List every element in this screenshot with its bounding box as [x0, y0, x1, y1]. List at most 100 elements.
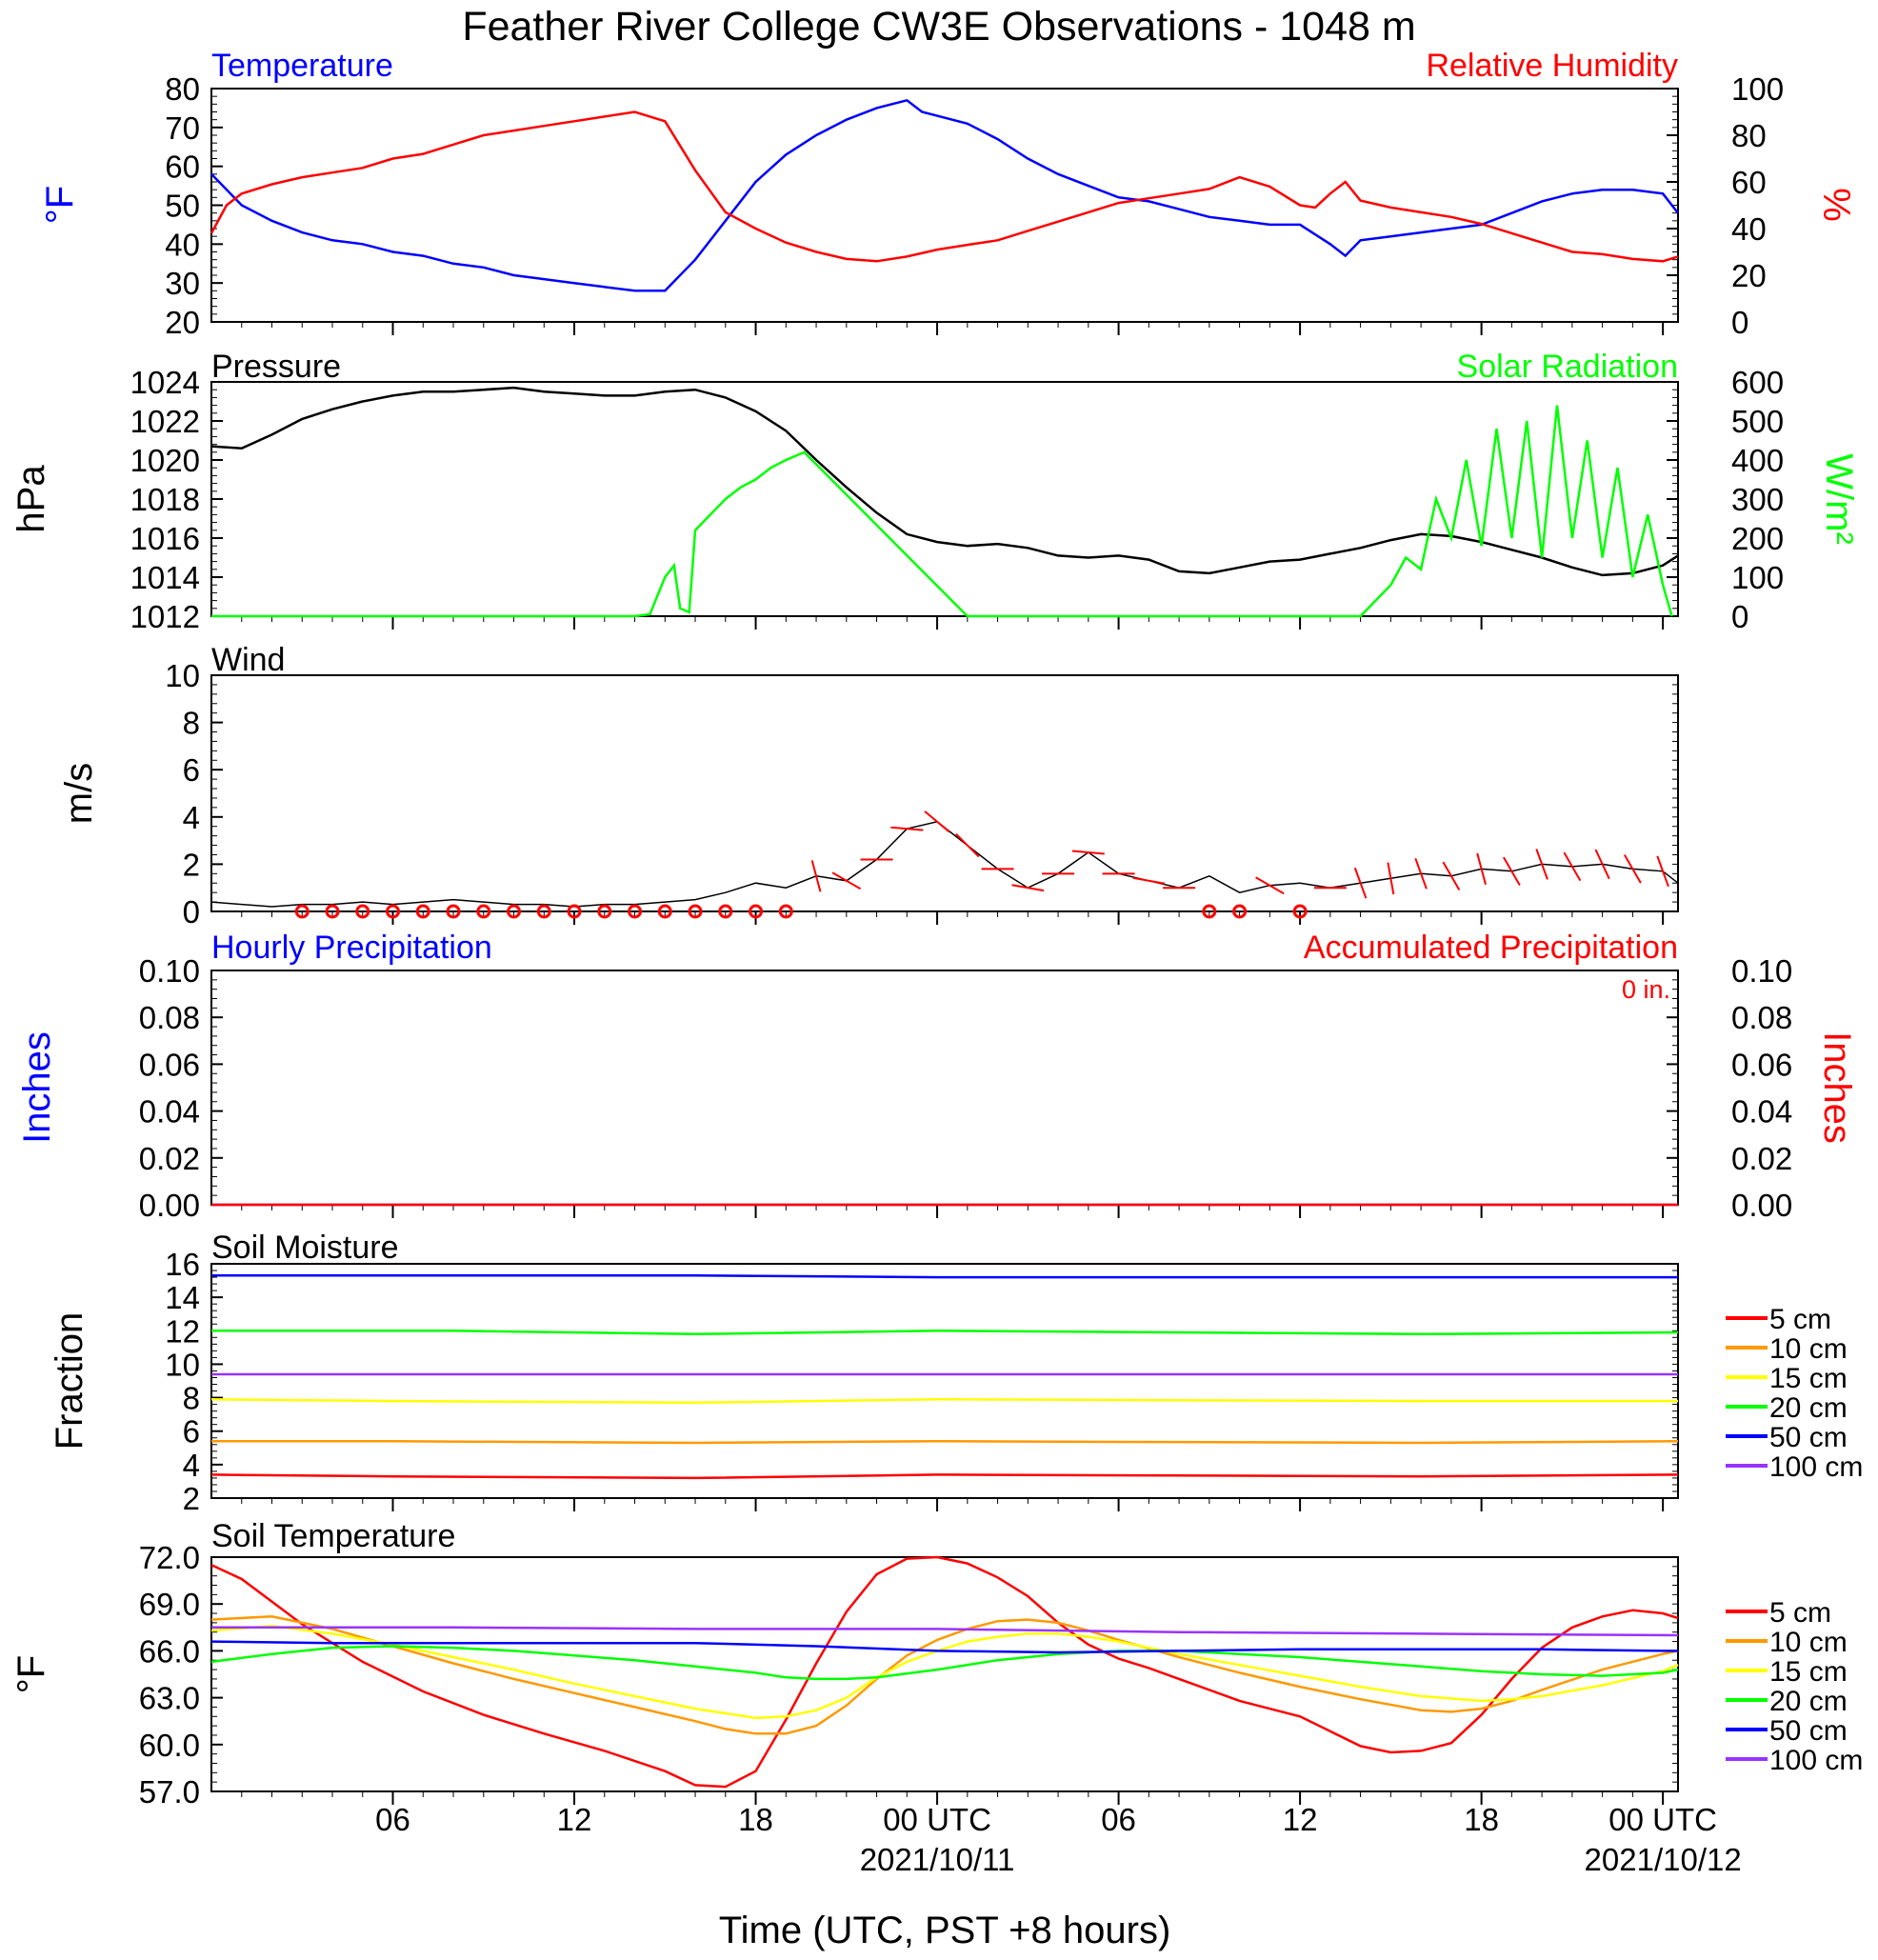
wind-barb-calm	[507, 904, 522, 919]
legend-label: 10 cm	[1769, 1333, 1848, 1365]
panel-temp-rh: Temperature Relative Humidity °F % 20 30 4…	[39, 48, 1857, 340]
temp_rh-right-tick-label: 40	[1731, 211, 1767, 247]
wind-left-tick-label: 0	[183, 894, 200, 930]
wind-barb-calm	[718, 904, 733, 919]
wind-barb	[1594, 849, 1610, 880]
precip-left-axis-label: Inches	[16, 1031, 58, 1144]
wind-barb	[1414, 858, 1428, 890]
wind-barb-calm	[415, 904, 430, 919]
solar-axis-label: W/m²	[1818, 453, 1860, 545]
soil_temp-left-tick-label: 63.0	[139, 1681, 200, 1716]
wind-barb-calm	[446, 904, 461, 919]
temp_rh-right-tick-label: 0	[1731, 305, 1748, 340]
panel-soil-moisture-frame	[210, 1263, 1679, 1499]
legend-label: 50 cm	[1769, 1422, 1848, 1453]
wind-title: Wind	[211, 642, 285, 678]
temp_rh-left-tick-label: 20	[165, 305, 200, 340]
wind-barb-calm	[1292, 904, 1308, 919]
wind-barb-calm	[628, 904, 643, 919]
legend-label: 15 cm	[1769, 1656, 1848, 1688]
precip-right-tick-label: 0.00	[1731, 1188, 1792, 1223]
soil-moisture-title: Soil Moisture	[211, 1230, 399, 1266]
wind-barb-calm	[1232, 904, 1248, 919]
series-solar-radiation	[211, 405, 1673, 618]
wind-barb	[1387, 862, 1395, 895]
wind-barb	[1353, 867, 1368, 899]
legend-label: 5 cm	[1769, 1597, 1831, 1629]
temp_rh-left-tick-label: 80	[165, 71, 200, 107]
wind-barb	[1502, 856, 1521, 887]
panel-precip-frame	[210, 970, 1679, 1206]
time-tick-label: 00 UTC	[1608, 1802, 1717, 1837]
panel-pressure-solar: Pressure Solar Radiation hPa W/m² 1012 10…	[10, 349, 1860, 634]
series-5-cm	[210, 1555, 1679, 1789]
wind-left-tick-label: 2	[183, 847, 200, 882]
soil_temp-left-tick-label: 60.0	[139, 1728, 200, 1763]
legend-label: 10 cm	[1769, 1627, 1848, 1658]
pressure-right-tick-label: 300	[1731, 482, 1784, 517]
soil_moisture-left-tick-label: 2	[183, 1481, 200, 1516]
wind-barb	[1442, 861, 1461, 891]
wind-barb	[1656, 855, 1669, 888]
legend-label: 5 cm	[1769, 1304, 1831, 1335]
series-relative-humidity	[210, 110, 1679, 263]
series-10-cm	[211, 1440, 1679, 1445]
pressure-left-tick-label: 1020	[130, 443, 200, 478]
series-temperature	[210, 98, 1679, 292]
time-tick-label: 18	[1464, 1802, 1499, 1837]
precip-left-tick-label: 0.06	[139, 1047, 200, 1082]
temp_rh-left-tick-label: 70	[165, 110, 200, 146]
temp_rh-right-tick-label: 20	[1731, 258, 1767, 293]
time-tick-date: 2021/10/12	[1585, 1842, 1742, 1877]
precip-left-tick-label: 0.04	[139, 1094, 200, 1130]
wind-barb-calm	[355, 904, 370, 919]
temp_rh-right-tick-label: 60	[1731, 165, 1767, 200]
wind-barb	[1535, 849, 1548, 880]
wind-left-tick-label: 6	[183, 752, 200, 788]
panel-wind-frame	[210, 674, 1679, 912]
series-50-cm	[210, 1640, 1678, 1654]
pressure-left-tick-label: 1018	[130, 482, 200, 517]
time-tick-label: 06	[375, 1802, 410, 1837]
precip-left-tick-label: 0.02	[139, 1141, 200, 1176]
pressure-left-tick-label: 1022	[130, 404, 200, 439]
precip-left-tick-label: 0.08	[139, 1000, 200, 1035]
wind-barb-calm	[688, 904, 703, 919]
temp_rh-left-tick-label: 30	[165, 266, 200, 301]
temp_rh-left-tick-label: 40	[165, 227, 200, 262]
pressure-right-tick-label: 0	[1731, 599, 1748, 634]
wind-barb	[1255, 876, 1285, 895]
precip-right-tick-label: 0.06	[1731, 1047, 1792, 1082]
wind-barb-calm	[657, 904, 672, 919]
soil_moisture-left-tick-label: 16	[165, 1247, 200, 1282]
pressure-left-tick-label: 1012	[130, 599, 200, 634]
temp_rh-right-tick-label: 100	[1731, 71, 1784, 107]
accum-precip-title: Accumulated Precipitation	[1304, 930, 1678, 966]
pressure-left-tick-label: 1014	[130, 560, 200, 595]
pressure-right-tick-label: 400	[1731, 443, 1784, 478]
time-tick-label: 12	[1283, 1802, 1318, 1837]
soil_temp-left-tick-label: 66.0	[139, 1633, 200, 1669]
wind-barb	[1563, 851, 1582, 882]
precip-left-tick-label: 0.00	[139, 1188, 200, 1223]
series-15-cm	[210, 1398, 1678, 1405]
panel-temp-rh-frame	[210, 88, 1679, 323]
wind-left-tick-label: 8	[183, 706, 200, 741]
legend-label: 20 cm	[1769, 1686, 1848, 1717]
series-20-cm	[211, 1330, 1679, 1336]
series-wind-speed	[210, 820, 1679, 908]
wind-barb-calm	[476, 904, 491, 919]
time-tick-label: 18	[738, 1802, 773, 1837]
wind-axis-label: m/s	[58, 763, 100, 824]
temperature-title: Temperature	[211, 48, 393, 84]
series-pressure	[210, 386, 1679, 577]
soil_temp-left-tick-label: 72.0	[139, 1540, 200, 1575]
wind-barb	[1011, 884, 1045, 892]
wind-barb-calm	[1202, 904, 1217, 919]
soil-temp-axis-label: °F	[10, 1655, 52, 1693]
temperature-axis-label: °F	[39, 186, 81, 224]
pressure-right-tick-label: 500	[1731, 404, 1784, 439]
chart-title: Feather River College CW3E Observations …	[462, 4, 1415, 50]
humidity-title: Relative Humidity	[1426, 48, 1678, 84]
